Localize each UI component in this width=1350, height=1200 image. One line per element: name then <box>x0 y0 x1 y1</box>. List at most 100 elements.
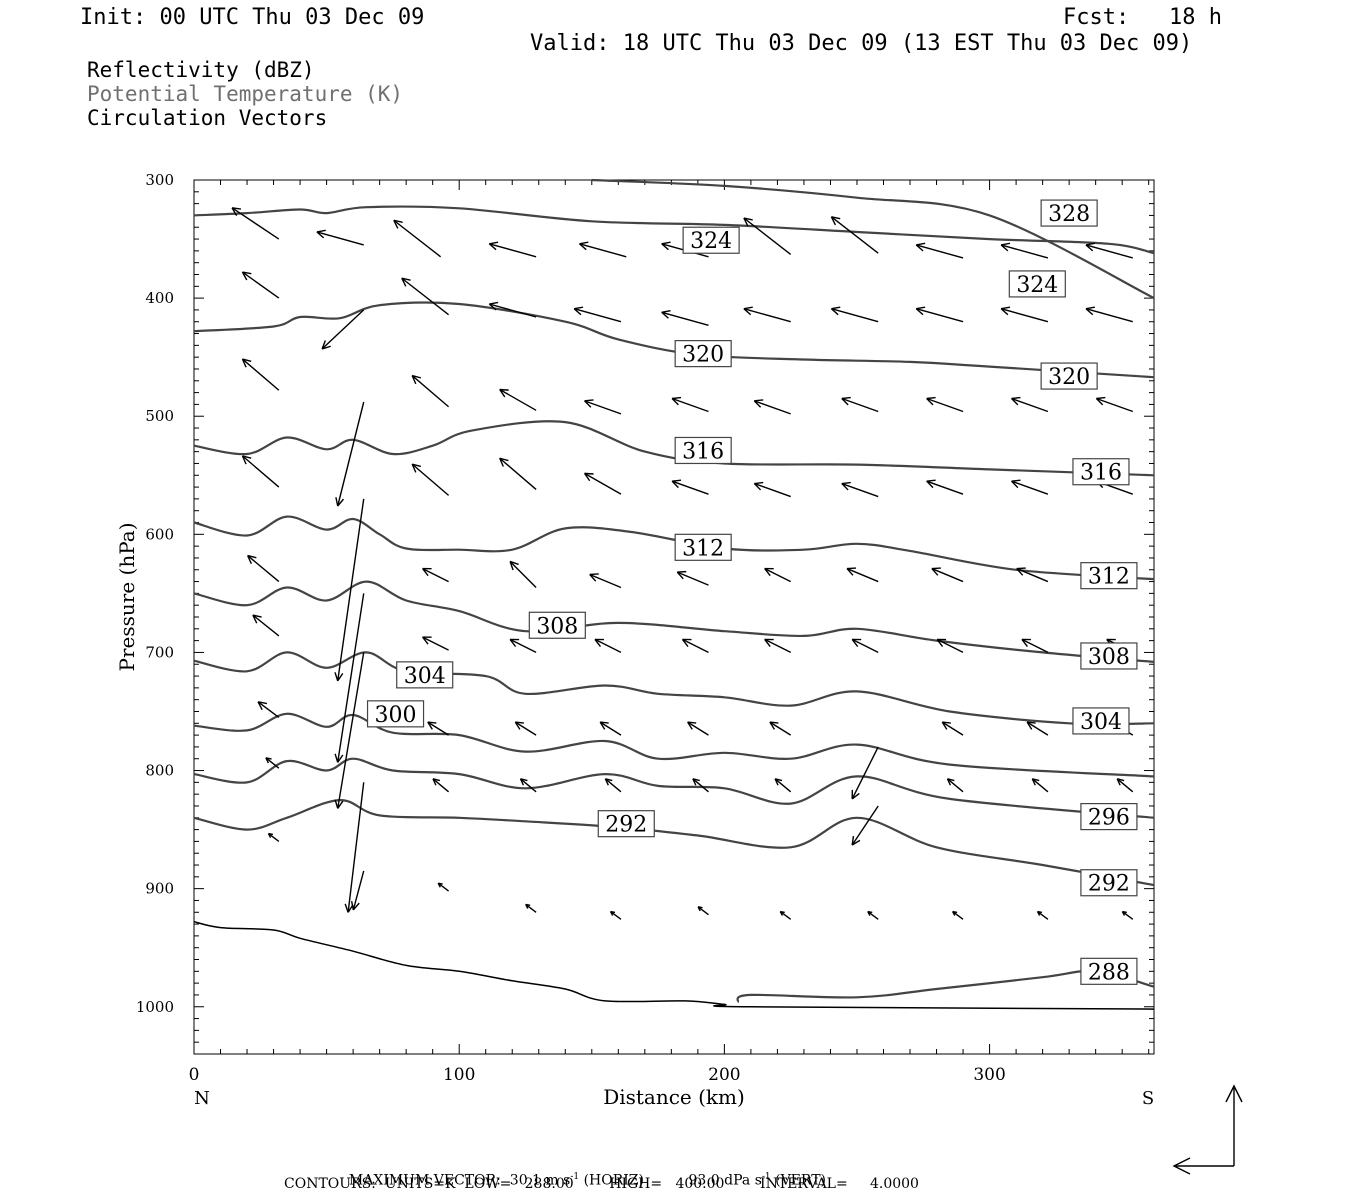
circulation-vector <box>936 638 964 654</box>
circulation-vector <box>334 652 365 809</box>
contour-label: 296 <box>1088 806 1130 831</box>
circulation-vector <box>915 242 964 259</box>
circulation-vector <box>1085 306 1133 323</box>
x-tick-label: 200 <box>708 1065 740 1085</box>
contour-label-box <box>674 533 732 561</box>
x-tick-label: 100 <box>443 1065 475 1085</box>
circulation-vector <box>334 593 365 763</box>
circulation-vector <box>231 207 280 240</box>
circulation-vector <box>846 567 879 583</box>
circulation-vector <box>422 567 449 583</box>
circulation-vector <box>316 229 364 246</box>
contour-300 <box>193 712 1155 778</box>
x-axis-label: Distance (km) <box>603 1085 745 1109</box>
circulation-vector <box>681 638 709 654</box>
circulation-vector <box>841 481 879 498</box>
circulation-vector <box>830 216 879 254</box>
circulation-vector <box>671 479 709 495</box>
contour-label-box <box>528 611 586 639</box>
circulation-vector <box>589 573 622 589</box>
contour-label-box <box>1080 869 1138 897</box>
circulation-vector <box>519 778 537 793</box>
contour-label-box <box>1080 642 1138 670</box>
contour-label: 316 <box>1080 461 1122 486</box>
x-tick-label: 0 <box>189 1065 200 1085</box>
circulation-vector <box>321 309 365 350</box>
circulation-vector <box>1031 778 1049 793</box>
contour-label-box <box>396 661 454 689</box>
contour-label-box <box>366 700 425 728</box>
circulation-vector <box>692 778 709 793</box>
circulation-vector <box>509 638 537 654</box>
circulation-vector <box>499 388 537 411</box>
circulation-vector <box>252 614 280 637</box>
circulation-vector <box>1016 567 1049 583</box>
contour-label: 328 <box>1048 202 1090 227</box>
contour-label-box <box>682 226 740 254</box>
contour-label: 316 <box>682 439 724 464</box>
x-end-label-south: S <box>1142 1088 1154 1109</box>
contour-label: 320 <box>1048 365 1090 390</box>
contour-label: 304 <box>1080 710 1122 735</box>
circulation-vector <box>851 805 879 846</box>
contour-label: 324 <box>1016 273 1058 298</box>
contour-304 <box>193 651 1155 726</box>
contour-label: 292 <box>1088 872 1130 897</box>
max-vert-tag: (VERT) <box>775 1172 826 1189</box>
contour-label: 308 <box>1088 645 1130 670</box>
init-time: Init: 00 UTC Thu 03 Dec 09 <box>80 5 425 30</box>
circulation-vector <box>743 306 791 323</box>
contour-label-box <box>597 810 655 838</box>
contour-label-box <box>1072 707 1130 735</box>
circulation-vector <box>350 870 365 911</box>
contour-label-box <box>1080 562 1138 590</box>
circulation-vector <box>676 570 709 586</box>
circulation-vector <box>830 306 879 323</box>
circulation-vector <box>764 638 791 654</box>
contour-label: 288 <box>1088 960 1130 985</box>
circulation-vector <box>427 721 449 736</box>
circulation-vector <box>573 306 622 323</box>
y-tick-label: 400 <box>145 289 174 307</box>
circulation-vector <box>687 721 709 736</box>
circulation-vector <box>422 636 449 651</box>
circulation-vector <box>779 910 792 920</box>
contour-292 <box>193 798 1155 887</box>
circulation-vector <box>437 882 450 892</box>
circulation-vector <box>931 567 964 583</box>
circulation-vector <box>841 396 879 413</box>
contour-320 <box>193 301 1155 379</box>
max-vector-label: MAXIMUM VECTOR: <box>348 1172 501 1189</box>
contour-label: 312 <box>682 536 724 561</box>
contour-308 <box>193 580 1155 663</box>
contour-316 <box>193 420 1155 477</box>
circulation-vector <box>583 472 622 495</box>
circulation-vector <box>764 567 791 583</box>
circulation-vector <box>1085 242 1133 259</box>
contour-label: 304 <box>404 664 446 689</box>
circulation-vector <box>941 721 964 736</box>
circulation-vector <box>774 778 792 793</box>
circulation-vector <box>1011 396 1049 413</box>
circulation-vector <box>499 457 537 490</box>
contour-label: 312 <box>1088 565 1130 590</box>
circulation-vector <box>432 778 450 793</box>
contour-label-box <box>674 436 732 465</box>
circulation-vector <box>851 638 879 654</box>
circulation-vector <box>769 721 792 736</box>
circulation-vector <box>743 217 792 255</box>
circulation-vector <box>488 241 537 258</box>
circulation-vector <box>1000 242 1049 259</box>
legend-potential-temperature: Potential Temperature (K) <box>87 82 404 106</box>
y-tick-label: 900 <box>145 880 174 898</box>
circulation-vector <box>241 455 280 488</box>
circulation-vector <box>915 306 964 323</box>
circulation-vector <box>753 481 791 498</box>
circulation-vector <box>257 701 280 718</box>
contour-label-box <box>1040 199 1098 227</box>
y-tick-label: 300 <box>145 171 174 189</box>
contour-label-box <box>1072 458 1130 486</box>
max-horiz-tag: (HORIZ) <box>583 1172 644 1189</box>
max-horiz-value: 30.1 m s <box>509 1172 571 1189</box>
